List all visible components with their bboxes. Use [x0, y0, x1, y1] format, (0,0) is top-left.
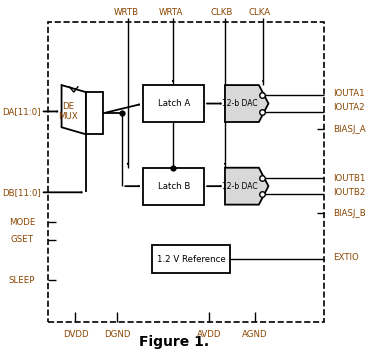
Text: IOUTA2: IOUTA2: [333, 103, 365, 113]
Text: DE
MUX: DE MUX: [58, 102, 78, 121]
Text: Latch A: Latch A: [158, 99, 190, 108]
Text: 12-b DAC: 12-b DAC: [223, 99, 258, 108]
Bar: [152, 245, 230, 273]
Text: IOUTB1: IOUTB1: [333, 174, 365, 183]
Text: GSET: GSET: [10, 235, 34, 244]
Text: AGND: AGND: [242, 330, 268, 339]
Text: Figure 1.: Figure 1.: [139, 335, 210, 349]
Text: DVDD: DVDD: [63, 330, 88, 339]
Text: DB[11:0]: DB[11:0]: [3, 188, 41, 197]
Text: WRTB: WRTB: [113, 7, 138, 17]
Bar: [143, 168, 204, 205]
Text: MODE: MODE: [9, 218, 36, 227]
Text: Latch B: Latch B: [158, 182, 190, 191]
Text: 1.2 V Reference: 1.2 V Reference: [157, 255, 225, 264]
Text: BIASJ_B: BIASJ_B: [333, 209, 366, 218]
Text: WRTA: WRTA: [159, 7, 183, 17]
Polygon shape: [62, 85, 86, 134]
Text: IOUTB2: IOUTB2: [333, 188, 365, 197]
Text: DGND: DGND: [104, 330, 130, 339]
Text: DA[11:0]: DA[11:0]: [3, 107, 41, 116]
Text: CLKB: CLKB: [210, 7, 233, 17]
Text: 12-b DAC: 12-b DAC: [223, 182, 258, 191]
Text: EXTIO: EXTIO: [333, 253, 359, 262]
Polygon shape: [225, 168, 268, 205]
Text: AVDD: AVDD: [197, 330, 221, 339]
Bar: [143, 85, 204, 122]
Text: BIASJ_A: BIASJ_A: [333, 125, 365, 133]
Bar: [48, 22, 324, 322]
Bar: [86, 92, 103, 134]
Text: CLKA: CLKA: [249, 7, 271, 17]
Text: SLEEP: SLEEP: [8, 276, 35, 285]
Text: IOUTA1: IOUTA1: [333, 89, 365, 98]
Polygon shape: [225, 85, 268, 122]
